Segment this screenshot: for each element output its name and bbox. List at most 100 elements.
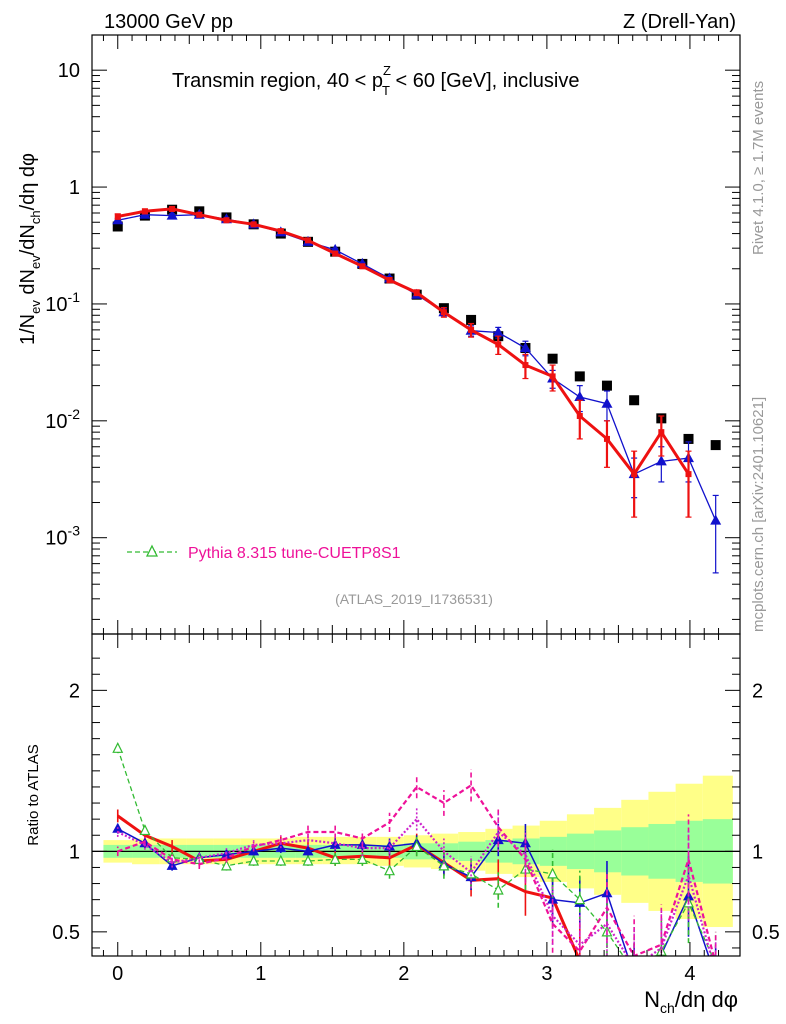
red-mc-marker xyxy=(413,289,420,296)
ratio-y-label: Ratio to ATLAS xyxy=(25,744,42,845)
green-ratio-marker xyxy=(492,883,504,895)
ylabel-c-sub: ch xyxy=(28,210,43,224)
red-mc-marker xyxy=(440,309,447,316)
y-tick-label: 10 xyxy=(58,60,80,82)
blue-mc-marker xyxy=(166,209,178,220)
red-mc-marker xyxy=(631,471,638,478)
red-mc-line xyxy=(117,207,690,477)
analysis-watermark: (ATLAS_2019_I1736531) xyxy=(335,591,493,607)
green-ratio-marker xyxy=(139,824,151,836)
red-mc-marker xyxy=(685,471,692,478)
blue-ratio-marker xyxy=(302,845,314,856)
legend-marker xyxy=(145,544,159,557)
red-mc-marker xyxy=(359,263,366,270)
xlabel-a-sub: ch xyxy=(660,1000,675,1016)
green-ratio-marker xyxy=(302,854,314,866)
green-ratio-marker xyxy=(465,867,477,879)
red-mc-marker xyxy=(169,205,176,212)
blue-mc-marker xyxy=(492,326,504,337)
ratio-axes: 0.5 0.5 1 1 2 2 0 1 2 3 4 xyxy=(52,634,780,985)
y-tick-mantissa: 10 xyxy=(45,294,67,316)
red-mc-marker xyxy=(576,412,583,419)
data-point xyxy=(112,221,123,232)
green-ratio-marker xyxy=(275,854,287,866)
green-ratio-marker xyxy=(574,893,586,905)
ylabel-b: dN xyxy=(17,269,39,300)
green-ratio-marker xyxy=(711,959,720,968)
blue-mc-marker xyxy=(574,390,586,401)
blue-ratio-marker xyxy=(710,971,721,981)
y-tick-label: 10-2 xyxy=(45,406,80,433)
green-ratio-marker xyxy=(220,859,232,871)
x-axis-label: Nch/dη dφ xyxy=(644,987,738,1016)
ratio-y-tick-label-right: 0.5 xyxy=(752,922,780,944)
ylabel-d: /dη dφ xyxy=(17,153,39,210)
red-mc-marker xyxy=(250,221,257,228)
legend: Pythia 8.315 tune-CUETP8S1 xyxy=(127,544,401,562)
ylabel-b-sub: ev xyxy=(28,255,43,269)
legend-label: Pythia 8.315 tune-CUETP8S1 xyxy=(188,545,401,562)
title-post: < 60 [GeV], inclusive xyxy=(390,70,580,92)
ratio-y-tick-label: 2 xyxy=(69,680,80,702)
title-sub: T xyxy=(382,83,390,98)
red-mc-marker xyxy=(603,435,610,442)
blue-mc-line xyxy=(117,214,717,521)
red-mc-marker xyxy=(114,213,121,220)
red-mc-marker xyxy=(332,250,339,257)
xlabel-b: /dη dφ xyxy=(675,987,738,1012)
xlabel-a: N xyxy=(644,987,660,1012)
ylabel-a: 1/N xyxy=(17,314,39,345)
green-ratio-marker xyxy=(547,867,559,879)
red-mc-marker xyxy=(141,208,148,215)
ylabel-c: /dN xyxy=(17,224,39,255)
red-mc-marker xyxy=(549,373,556,380)
data-point xyxy=(601,380,612,391)
green-ratio-marker xyxy=(438,859,450,871)
red-mc-marker xyxy=(658,429,665,436)
data-point xyxy=(466,314,477,325)
header-left: 13000 GeV pp xyxy=(104,11,233,33)
red-mc-marker xyxy=(223,217,230,224)
x-tick-label: 0 xyxy=(112,963,123,985)
green-ratio-marker xyxy=(411,840,423,852)
y-tick-mantissa: 10 xyxy=(45,411,67,433)
data-point xyxy=(629,395,640,406)
x-tick-label: 3 xyxy=(541,963,552,985)
title-pre: Transmin region, 40 < p xyxy=(172,70,383,92)
green-ratio-marker xyxy=(356,853,368,864)
rivet-label: Rivet 4.1.0, ≥ 1.7M events xyxy=(750,81,767,255)
title-sup: Z xyxy=(383,63,391,78)
red-mc-marker xyxy=(386,277,393,284)
green-ratio-marker xyxy=(630,967,639,976)
magenta-b-ratio-line xyxy=(117,817,713,956)
y-tick-exponent: -2 xyxy=(68,406,81,422)
green-ratio-marker xyxy=(384,864,396,876)
mcplots-label: mcplots.cern.ch [arXiv:2401.10621] xyxy=(750,397,767,632)
green-ratio-line xyxy=(117,748,713,956)
blue-ratio-marker xyxy=(166,859,178,870)
green-ratio-marker xyxy=(112,741,124,753)
y-tick-label: 10-1 xyxy=(45,289,80,316)
ylabel-a-sub: ev xyxy=(28,300,43,314)
red-mc-marker xyxy=(468,326,475,333)
main-y-label: 1/Nev dNev/dNch/dη dφ xyxy=(17,153,43,345)
ratio-y-tick-label: 0.5 xyxy=(52,922,80,944)
data-point xyxy=(683,433,694,444)
ratio-y-tick-label-right: 1 xyxy=(752,841,763,863)
blue-ratio-marker xyxy=(547,893,559,904)
x-tick-label: 2 xyxy=(398,963,409,985)
header-right: Z (Drell-Yan) xyxy=(623,11,736,33)
data-point xyxy=(574,371,585,382)
x-tick-label: 1 xyxy=(255,963,266,985)
red-mc-marker xyxy=(522,362,529,369)
ratio-frame xyxy=(91,633,741,957)
y-tick-exponent: -3 xyxy=(68,523,81,539)
blue-ratio-marker xyxy=(629,969,640,979)
ratio-y-tick-label: 1 xyxy=(69,841,80,863)
y-tick-exponent: -1 xyxy=(68,289,81,305)
x-tick-label: 4 xyxy=(684,963,695,985)
ratio-plot-area xyxy=(92,741,740,981)
ratio-panel: 0.5 0.5 1 1 2 2 0 1 2 3 4 Ratio to ATLAS Nch/dη dφ xyxy=(25,633,780,1016)
